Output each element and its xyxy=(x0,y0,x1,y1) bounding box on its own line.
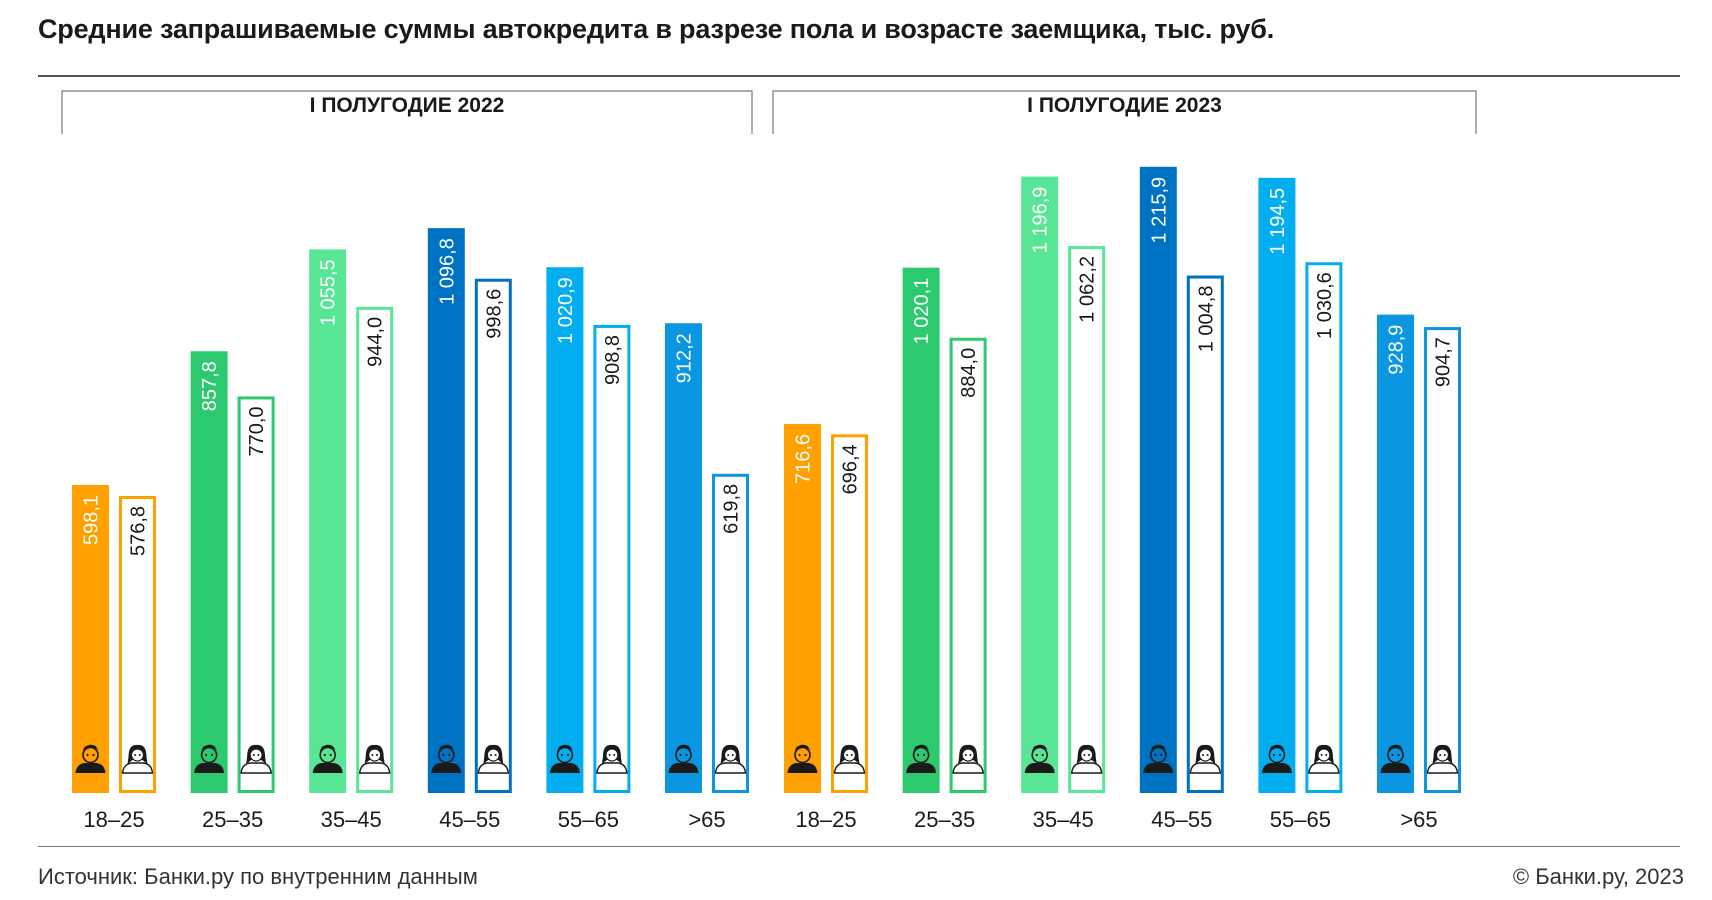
value-label: 1 004,8 xyxy=(1195,286,1217,353)
bar-female xyxy=(1186,275,1224,793)
bar-female xyxy=(712,473,749,793)
male-avatar-icon xyxy=(1261,744,1292,773)
female-avatar-icon xyxy=(477,744,510,774)
age-label: 25–35 xyxy=(202,807,263,830)
bar-male xyxy=(427,228,465,793)
age-label: 55–65 xyxy=(1270,807,1331,830)
bar-female xyxy=(474,278,512,793)
bar-male xyxy=(546,267,584,793)
period-bracket xyxy=(772,90,1477,134)
bar-female xyxy=(1305,262,1343,793)
bar-male xyxy=(1258,177,1296,793)
value-label: 1 020,9 xyxy=(555,277,577,344)
age-label: 55–65 xyxy=(558,807,619,830)
bar-female xyxy=(1068,245,1106,794)
value-label: 904,7 xyxy=(1433,337,1455,387)
male-avatar-icon xyxy=(312,744,343,773)
period-label: I ПОЛУГОДИЕ 2023 xyxy=(1027,94,1222,117)
age-label: 18–25 xyxy=(795,807,856,830)
female-avatar-icon xyxy=(833,744,866,774)
value-label: 998,6 xyxy=(483,289,505,339)
age-label: 25–35 xyxy=(914,807,975,830)
bar-female xyxy=(1424,327,1461,793)
male-avatar-icon xyxy=(906,744,937,773)
value-label: 1 215,9 xyxy=(1148,177,1170,244)
chart-title: Средние запрашиваемые суммы автокредита … xyxy=(38,14,1275,44)
age-label: 35–45 xyxy=(321,807,382,830)
value-label: 884,0 xyxy=(958,348,980,398)
value-label: 928,9 xyxy=(1386,325,1408,375)
age-label: 35–45 xyxy=(1033,807,1094,830)
value-label: 1 020,1 xyxy=(911,278,933,345)
period-bracket xyxy=(61,90,753,134)
male-avatar-icon xyxy=(194,744,225,773)
value-label: 857,8 xyxy=(199,361,221,411)
source-note: Источник: Банки.ру по внутренним данным xyxy=(38,864,478,889)
female-avatar-icon xyxy=(121,744,154,774)
female-avatar-icon xyxy=(714,744,747,774)
footer-divider xyxy=(38,846,1680,847)
bar-male xyxy=(72,484,109,793)
age-label: >65 xyxy=(688,807,725,830)
bar-female xyxy=(949,337,987,794)
female-avatar-icon xyxy=(1426,744,1459,774)
value-label: 696,4 xyxy=(840,444,862,494)
male-avatar-icon xyxy=(75,744,106,773)
bar-female xyxy=(356,306,394,793)
value-label: 1 055,5 xyxy=(318,259,340,326)
age-label: 18–25 xyxy=(83,807,144,830)
male-avatar-icon xyxy=(1143,744,1174,773)
female-avatar-icon xyxy=(1189,744,1222,774)
bar-male xyxy=(190,351,228,793)
male-avatar-icon xyxy=(1024,744,1055,773)
female-avatar-icon xyxy=(240,744,272,774)
copyright-note: © Банки.ру, 2023 xyxy=(1512,864,1684,889)
female-avatar-icon xyxy=(952,744,984,774)
value-label: 1 194,5 xyxy=(1267,188,1289,255)
value-label: 576,8 xyxy=(128,506,150,556)
female-avatar-icon xyxy=(1308,744,1340,774)
bar-male xyxy=(309,249,347,794)
bar-male xyxy=(1139,166,1177,793)
age-label: 45–55 xyxy=(1151,807,1212,830)
male-avatar-icon xyxy=(787,744,818,773)
value-label: 912,2 xyxy=(674,333,696,383)
bar-male xyxy=(1021,176,1059,793)
bar-male xyxy=(1377,314,1414,793)
value-label: 770,0 xyxy=(246,406,268,456)
bar-female xyxy=(119,495,156,793)
bar-female xyxy=(237,396,275,793)
value-label: 598,1 xyxy=(81,495,103,545)
female-avatar-icon xyxy=(358,744,391,774)
value-label: 908,8 xyxy=(602,335,624,385)
period-label: I ПОЛУГОДИЕ 2022 xyxy=(310,94,505,117)
value-label: 1 062,2 xyxy=(1077,256,1099,323)
age-label: >65 xyxy=(1400,807,1437,830)
male-avatar-icon xyxy=(1380,744,1411,773)
female-avatar-icon xyxy=(1070,744,1103,774)
value-label: 944,0 xyxy=(365,317,387,367)
value-label: 619,8 xyxy=(721,484,743,534)
male-avatar-icon xyxy=(431,744,462,773)
value-label: 1 096,8 xyxy=(436,238,458,305)
value-label: 716,6 xyxy=(793,434,815,484)
male-avatar-icon xyxy=(668,744,699,773)
bar-male xyxy=(902,267,940,793)
bar-male xyxy=(784,423,821,793)
bar-chart: I ПОЛУГОДИЕ 2022 I ПОЛУГОДИЕ 2023 598,1 576… xyxy=(61,90,1477,830)
value-label: 1 030,6 xyxy=(1314,272,1336,339)
title-divider xyxy=(38,75,1680,77)
female-avatar-icon xyxy=(596,744,628,774)
age-label: 45–55 xyxy=(439,807,500,830)
bar-female xyxy=(831,434,868,793)
value-label: 1 196,9 xyxy=(1030,187,1052,254)
male-avatar-icon xyxy=(549,744,580,773)
bar-male xyxy=(665,323,702,793)
bar-female xyxy=(593,324,631,794)
